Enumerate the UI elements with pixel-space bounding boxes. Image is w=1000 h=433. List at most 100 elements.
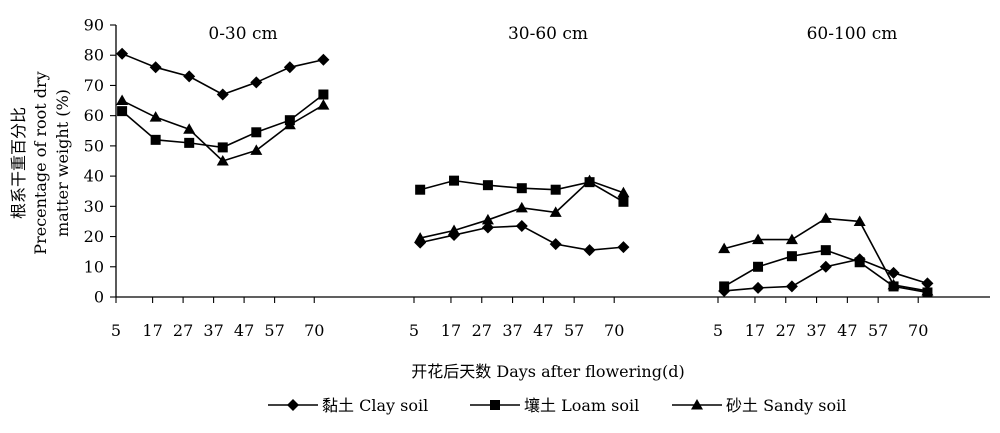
legend: 黏土 Clay soil 壤土 Loam soil 砂土 Sandy soil [268, 396, 846, 415]
x-tick-label: 57 [868, 321, 888, 340]
triangle-marker [448, 224, 461, 236]
series-group [718, 212, 934, 296]
diamond-marker [216, 88, 229, 101]
triangle-marker [785, 233, 798, 245]
x-tick-label: 37 [806, 321, 826, 340]
x-tick-label: 37 [502, 321, 522, 340]
x-tick-label: 37 [203, 321, 223, 340]
square-marker [217, 142, 228, 153]
y-tick-label: 10 [84, 257, 104, 276]
triangle-marker [549, 206, 562, 217]
diamond-marker [317, 53, 330, 66]
square-marker [449, 175, 460, 186]
x-tick-label: 27 [173, 321, 193, 340]
triangle-marker [216, 155, 229, 166]
y-axis-title-en-line2: matter weight (%) [53, 89, 72, 237]
panel-titles: 0-30 cm 30-60 cm 60-100 cm [208, 24, 897, 44]
square-marker [117, 106, 128, 117]
series-group [414, 219, 630, 257]
legend-label: 壤土 Loam soil [524, 396, 639, 415]
x-axis-title: 开花后天数 Days after flowering(d) [411, 362, 684, 381]
x-tick-label: 5 [409, 321, 419, 340]
y-tick-label: 80 [84, 46, 104, 65]
y-axis-title: 根系干重百分比 Precentage of root dry matter we… [9, 71, 72, 254]
triangle-marker [481, 213, 494, 225]
legend-label: 砂土 Sandy soil [726, 396, 846, 415]
diamond-marker [549, 238, 562, 251]
triangle-marker [583, 174, 596, 186]
diamond-marker [183, 70, 196, 83]
y-axis-title-cn: 根系干重百分比 [9, 107, 28, 219]
legend-item: 壤土 Loam soil [470, 396, 639, 415]
square-marker [786, 251, 797, 262]
diamond-marker [149, 61, 162, 74]
square-marker [820, 245, 831, 256]
square-marker [251, 127, 262, 138]
axes [115, 25, 990, 298]
triangle-marker [752, 233, 765, 245]
square-marker [854, 257, 865, 268]
diamond-marker [515, 219, 528, 232]
data-series [116, 47, 934, 298]
diamond-marker [250, 76, 263, 89]
x-tick-label: 5 [713, 321, 723, 340]
series-group [414, 174, 630, 243]
square-marker [753, 261, 764, 272]
y-axis-title-en-line1: Precentage of root dry [31, 71, 50, 254]
y-tick-label: 20 [84, 227, 104, 246]
diamond-marker [481, 221, 494, 234]
x-tick-label: 47 [837, 321, 857, 340]
legend-item: 黏土 Clay soil [268, 396, 428, 415]
diamond-marker [921, 277, 934, 290]
x-tick-label: 70 [908, 321, 928, 340]
diamond-marker [785, 280, 798, 293]
diamond-marker [617, 241, 630, 254]
diamond-marker [116, 47, 129, 60]
x-tick-label: 17 [142, 321, 162, 340]
y-tick-label: 90 [84, 16, 104, 35]
triangle-marker [691, 399, 703, 410]
x-tick-label: 5 [111, 321, 121, 340]
triangle-marker [183, 123, 196, 134]
series-group [718, 253, 934, 297]
panel-title: 60-100 cm [807, 24, 898, 44]
triangle-marker [853, 215, 866, 226]
x-tick-label: 17 [441, 321, 461, 340]
x-tick-label: 47 [234, 321, 254, 340]
x-tick-label: 27 [776, 321, 796, 340]
square-marker [415, 184, 426, 195]
triangle-marker [617, 186, 630, 198]
triangle-marker [414, 232, 427, 243]
triangle-marker [921, 284, 934, 296]
diamond-marker [752, 281, 765, 294]
x-tick-label: 27 [472, 321, 492, 340]
x-tick-label: 70 [604, 321, 624, 340]
diamond-marker [583, 244, 596, 257]
legend-item: 砂土 Sandy soil [672, 396, 846, 415]
y-tick-label: 50 [84, 136, 104, 155]
diamond-marker [819, 260, 832, 273]
legend-label: 黏土 Clay soil [322, 396, 428, 415]
y-tick-label: 30 [84, 197, 104, 216]
square-marker [550, 184, 561, 195]
triangle-marker [317, 99, 330, 110]
series-line [121, 52, 324, 96]
y-tick-label: 40 [84, 167, 104, 186]
x-tick-label: 70 [304, 321, 324, 340]
panel-title: 0-30 cm [208, 24, 277, 44]
triangle-marker [718, 242, 731, 254]
square-marker [618, 196, 629, 207]
square-marker [318, 89, 329, 100]
y-tick-label: 60 [84, 106, 104, 125]
x-tick-label: 17 [745, 321, 765, 340]
triangle-marker [149, 111, 162, 122]
series-group [116, 94, 330, 166]
y-tick-label: 70 [84, 76, 104, 95]
y-ticks: 0 10 20 30 40 50 60 70 80 90 [84, 16, 116, 307]
square-marker [490, 400, 500, 410]
x-tick-label: 57 [264, 321, 284, 340]
triangle-marker [515, 201, 528, 213]
square-marker [184, 137, 195, 148]
square-marker [150, 134, 161, 145]
x-tick-label: 57 [564, 321, 584, 340]
